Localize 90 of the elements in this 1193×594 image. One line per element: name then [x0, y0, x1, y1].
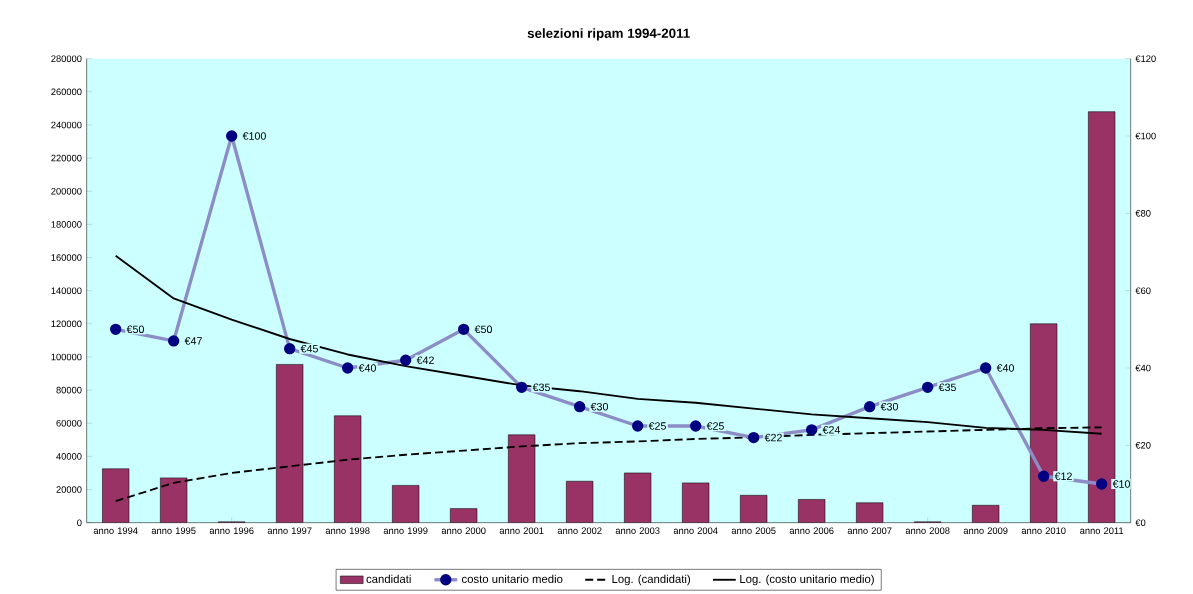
data-label: €47 — [184, 337, 202, 345]
data-label: €40 — [996, 364, 1014, 372]
point — [748, 431, 760, 444]
data-label: €24 — [822, 426, 841, 434]
point — [226, 130, 238, 142]
point — [1096, 478, 1108, 490]
bar — [856, 502, 884, 523]
x-tick-label: anno 2008 — [905, 527, 950, 534]
point — [980, 362, 992, 374]
x-tick-label: anno 1995 — [151, 527, 196, 534]
y-tick-label: 280000 — [51, 55, 82, 62]
data-label: €35 — [938, 383, 956, 392]
x-tick-label: anno 2005 — [731, 527, 776, 534]
y-tick-label: 40000 — [56, 453, 82, 460]
data-label: €30 — [590, 402, 608, 411]
y2-tick-label: €20 — [1135, 442, 1151, 449]
point — [284, 342, 296, 355]
data-label: €40 — [358, 364, 376, 372]
point — [864, 401, 876, 413]
y-tick-label: 80000 — [56, 386, 82, 394]
y-tick-label: 120000 — [51, 320, 82, 328]
x-tick-label: anno 2010 — [1021, 527, 1066, 534]
legend-label: Log. (candidati) — [612, 574, 691, 586]
y2-tick-label: €80 — [1135, 210, 1151, 217]
y-tick-label: 60000 — [56, 419, 82, 427]
y2-tick-label: €0 — [1135, 519, 1146, 526]
x-tick-label: anno 1994 — [93, 527, 138, 534]
y-tick-label: 180000 — [51, 221, 82, 228]
y-tick-label: 200000 — [51, 187, 82, 195]
point — [690, 420, 702, 432]
legend-label: candidati — [366, 574, 411, 583]
point — [342, 362, 354, 374]
x-tick-label: anno 2000 — [441, 527, 486, 534]
y-tick-label: 140000 — [51, 287, 82, 294]
legend-label: costo unitario medio — [461, 574, 563, 583]
data-label: €35 — [532, 383, 550, 392]
point — [110, 323, 122, 335]
chart-title: selezioni ripam 1994-2011 — [527, 28, 690, 41]
bar — [566, 480, 594, 523]
y-tick-label: 260000 — [51, 88, 82, 96]
data-label: €45 — [300, 344, 318, 353]
point — [168, 335, 180, 347]
y-tick-label: 100000 — [51, 353, 82, 361]
point — [922, 381, 934, 393]
x-tick-label: anno 2006 — [789, 527, 834, 534]
legend-label: Log. (costo unitario medio) — [740, 574, 874, 586]
point — [516, 381, 528, 393]
y2-tick-label: €60 — [1135, 287, 1151, 294]
data-label: €22 — [764, 433, 782, 442]
point — [632, 420, 644, 432]
x-tick-label: anno 1998 — [325, 527, 370, 534]
x-tick-label: anno 1997 — [267, 527, 312, 534]
y-tick-label: 0 — [77, 519, 82, 526]
data-label: €25 — [706, 422, 724, 430]
bar — [972, 505, 1000, 523]
x-tick-label: anno 2009 — [963, 527, 1008, 534]
y2-tick-label: €100 — [1135, 132, 1156, 140]
data-label: €12 — [1054, 472, 1072, 481]
y-tick-label: 240000 — [51, 121, 82, 129]
x-tick-label: anno 2003 — [615, 527, 660, 534]
data-label: €100 — [242, 132, 266, 140]
data-label: €25 — [648, 422, 666, 430]
data-label: €50 — [474, 325, 492, 334]
point — [400, 354, 412, 366]
data-label: €30 — [880, 402, 898, 411]
bar — [740, 495, 768, 523]
x-tick-label: anno 1999 — [383, 527, 428, 534]
point — [806, 424, 818, 436]
point — [1038, 470, 1050, 482]
x-tick-label: anno 1996 — [209, 527, 254, 534]
y-tick-label: 160000 — [51, 254, 82, 261]
bar — [392, 485, 420, 523]
data-label: €50 — [126, 325, 144, 334]
bar — [450, 508, 478, 523]
data-label: €42 — [416, 356, 434, 365]
point — [574, 401, 586, 413]
point — [458, 323, 470, 335]
y-tick-label: 20000 — [56, 486, 82, 493]
x-tick-label: anno 2004 — [673, 527, 718, 534]
x-tick-label: anno 2002 — [557, 527, 602, 534]
x-tick-label: anno 2007 — [847, 527, 892, 534]
y2-tick-label: €40 — [1135, 364, 1151, 372]
bar — [682, 482, 710, 523]
y-tick-label: 220000 — [51, 154, 82, 162]
data-label: €10 — [1112, 480, 1130, 488]
bar — [798, 499, 826, 523]
x-tick-label: anno 2011 — [1080, 527, 1124, 534]
x-tick-label: anno 2001 — [499, 527, 544, 534]
y2-tick-label: €120 — [1135, 55, 1156, 62]
bar — [624, 472, 652, 523]
